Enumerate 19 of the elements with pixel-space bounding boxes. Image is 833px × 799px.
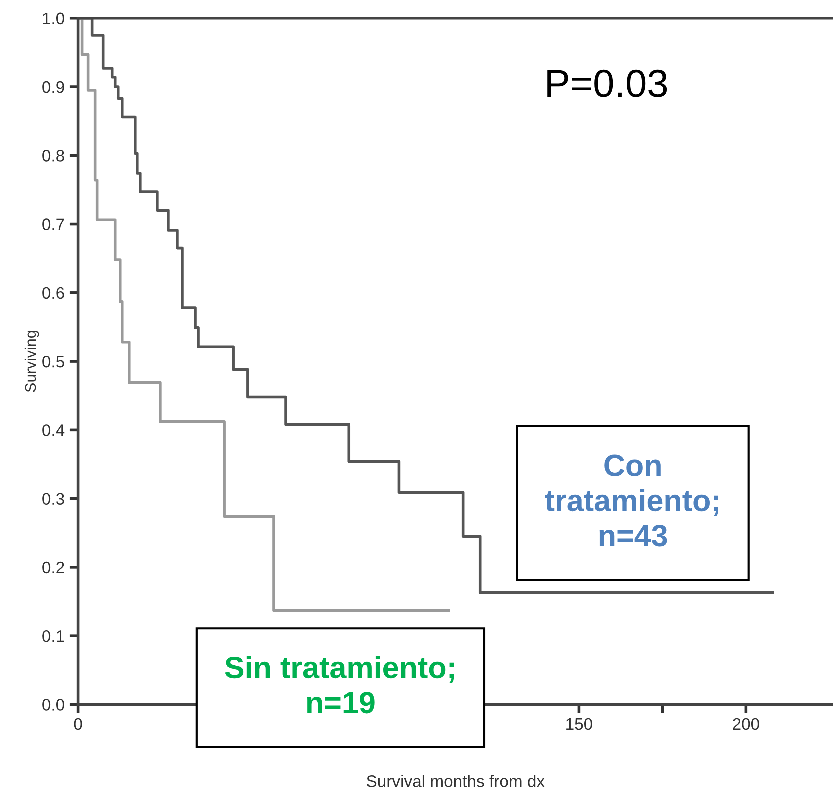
y-tick-label: 0.0: [42, 699, 64, 711]
x-tick-label: 150: [566, 718, 592, 730]
x-tick-label: 0: [74, 718, 82, 730]
y-tick-label: 0.1: [42, 630, 64, 642]
y-tick-label: 0.9: [42, 81, 64, 94]
x-axis-title: Survival months from dx: [367, 775, 545, 788]
series-label: Sin tratamiento; n=19: [225, 656, 454, 714]
y-tick-label: 0.5: [42, 356, 64, 368]
y-tick-label: 0.3: [42, 493, 64, 506]
y-tick-label: 1.0: [43, 12, 64, 25]
y-tick-label: 0.2: [42, 562, 64, 574]
series-label: Con tratamiento; n=43: [545, 454, 718, 547]
x-tick-label: 200: [733, 718, 760, 730]
y-tick-label: 0.4: [42, 424, 65, 436]
annotation: P=0.03: [548, 70, 668, 98]
y-tick-label: 0.8: [42, 150, 64, 162]
y-tick-label: 0.6: [42, 287, 64, 300]
y-axis-title: Surviving: [24, 331, 40, 392]
y-tick-label: 0.7: [42, 218, 64, 230]
